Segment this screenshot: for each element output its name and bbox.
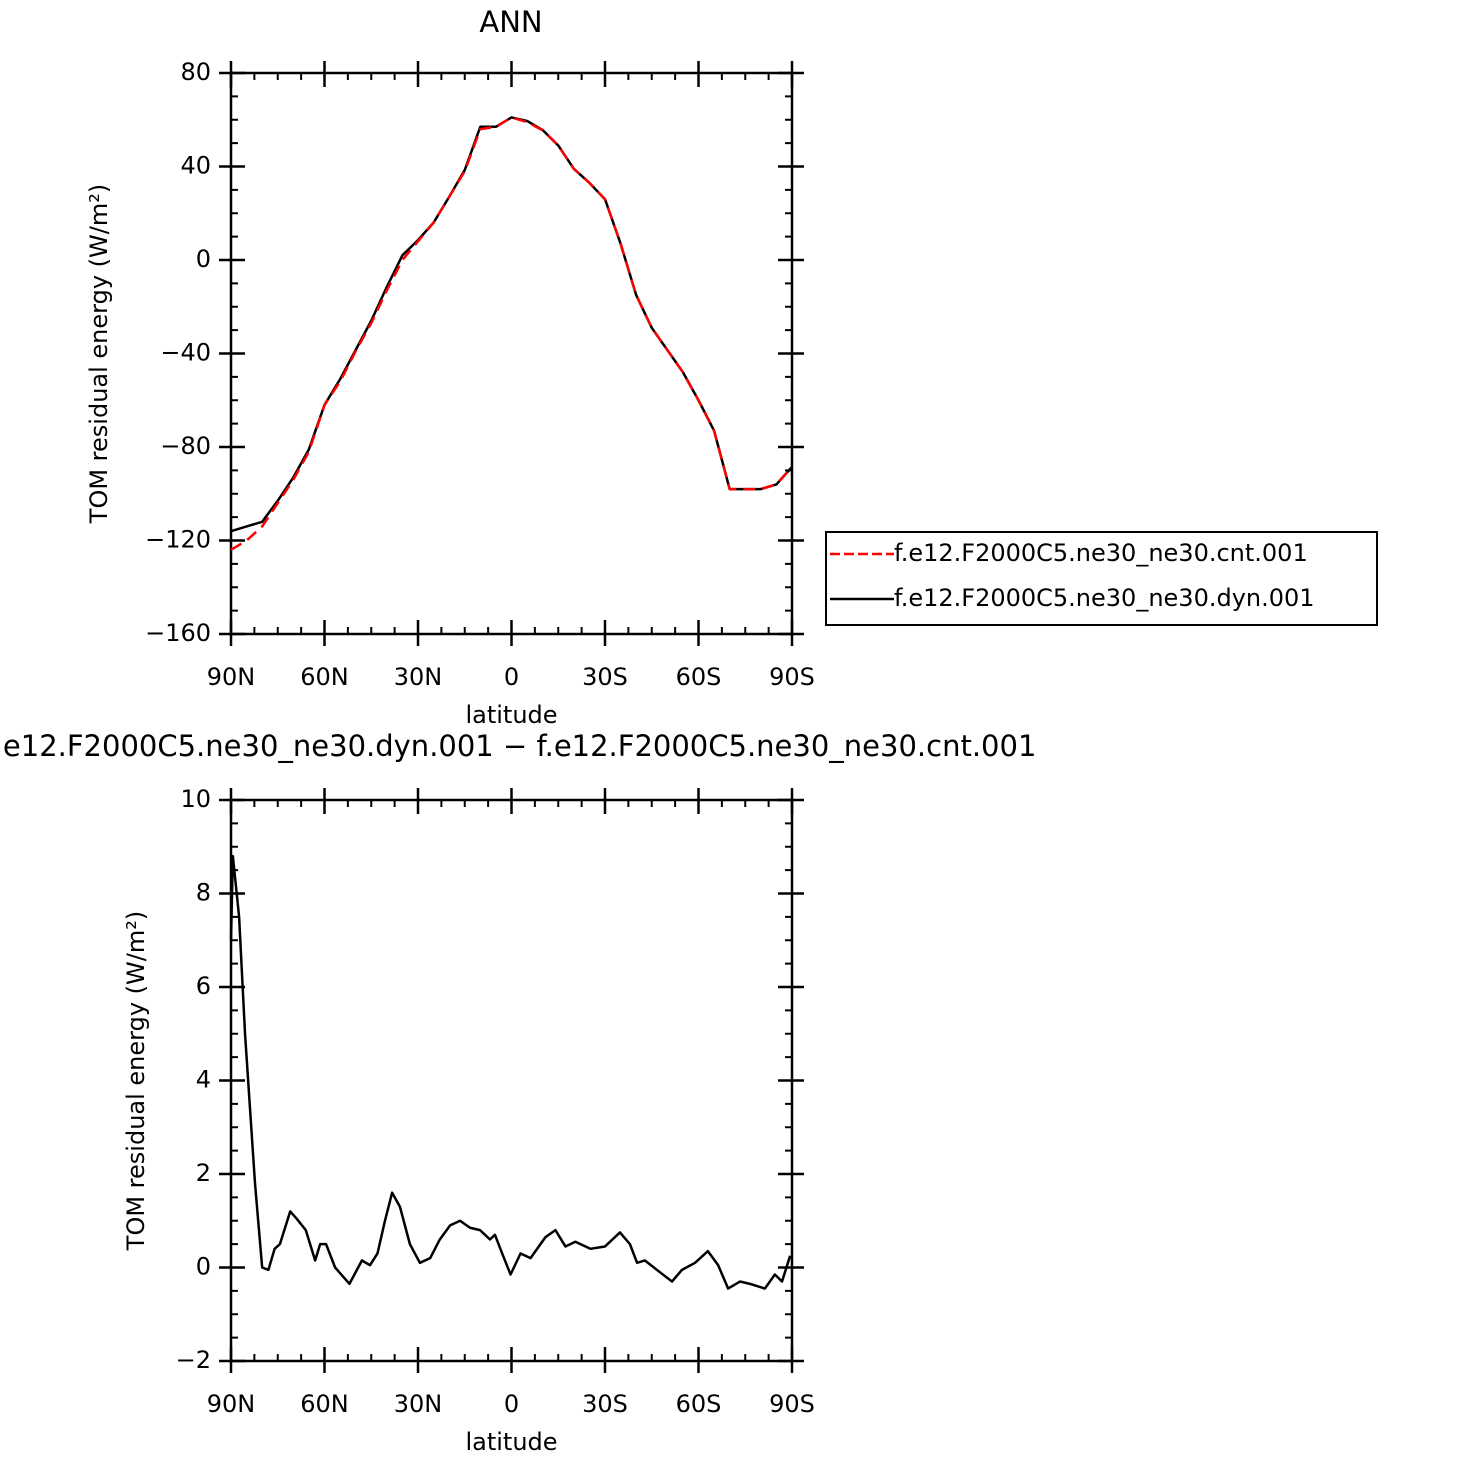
x-tick-label: 90S [769, 663, 815, 691]
y-tick-label: 8 [196, 879, 211, 907]
legend-box [825, 531, 1378, 626]
y-tick-label: −120 [145, 526, 211, 554]
x-tick-label: 90S [769, 1390, 815, 1418]
y-tick-label: 6 [196, 972, 211, 1000]
y-tick-label: 0 [196, 1253, 211, 1281]
y-tick-label: 80 [180, 58, 211, 86]
x-axis-label: latitude [465, 701, 557, 729]
y-tick-label: 40 [180, 152, 211, 180]
x-tick-label: 0 [504, 1390, 519, 1418]
y-tick-label: −160 [145, 619, 211, 647]
x-tick-label: 30N [394, 663, 443, 691]
x-tick-label: 0 [504, 663, 519, 691]
chart-title: f.e12.F2000C5.ne30_ne30.dyn.001 − f.e12.… [0, 729, 1036, 763]
data-line [230, 116, 793, 533]
plot-frame [229, 71, 794, 636]
data-line [229, 854, 792, 1290]
plot-frame [229, 798, 794, 1363]
y-axis-label: TOM residual energy (W/m²) [85, 184, 113, 524]
x-axis-label: latitude [465, 1428, 557, 1456]
data-line [230, 116, 793, 551]
x-tick-label: 60N [300, 1390, 349, 1418]
x-tick-label: 90N [207, 663, 256, 691]
x-tick-label: 60N [300, 663, 349, 691]
y-tick-label: −2 [176, 1346, 211, 1374]
y-tick-label: 10 [180, 785, 211, 813]
x-tick-label: 60S [676, 1390, 722, 1418]
x-tick-label: 90N [207, 1390, 256, 1418]
chart-title: ANN [479, 5, 542, 39]
x-tick-label: 30S [582, 663, 628, 691]
y-tick-label: −40 [160, 339, 211, 367]
y-tick-label: 4 [196, 1066, 211, 1094]
x-tick-label: 60S [676, 663, 722, 691]
x-tick-label: 30S [582, 1390, 628, 1418]
y-tick-label: 0 [196, 245, 211, 273]
y-tick-label: 2 [196, 1159, 211, 1187]
legend-label: f.e12.F2000C5.ne30_ne30.cnt.001 [894, 539, 1308, 567]
y-axis-label: TOM residual energy (W/m²) [122, 911, 150, 1251]
x-tick-label: 30N [394, 1390, 443, 1418]
y-tick-label: −80 [160, 432, 211, 460]
legend-label: f.e12.F2000C5.ne30_ne30.dyn.001 [894, 584, 1315, 612]
